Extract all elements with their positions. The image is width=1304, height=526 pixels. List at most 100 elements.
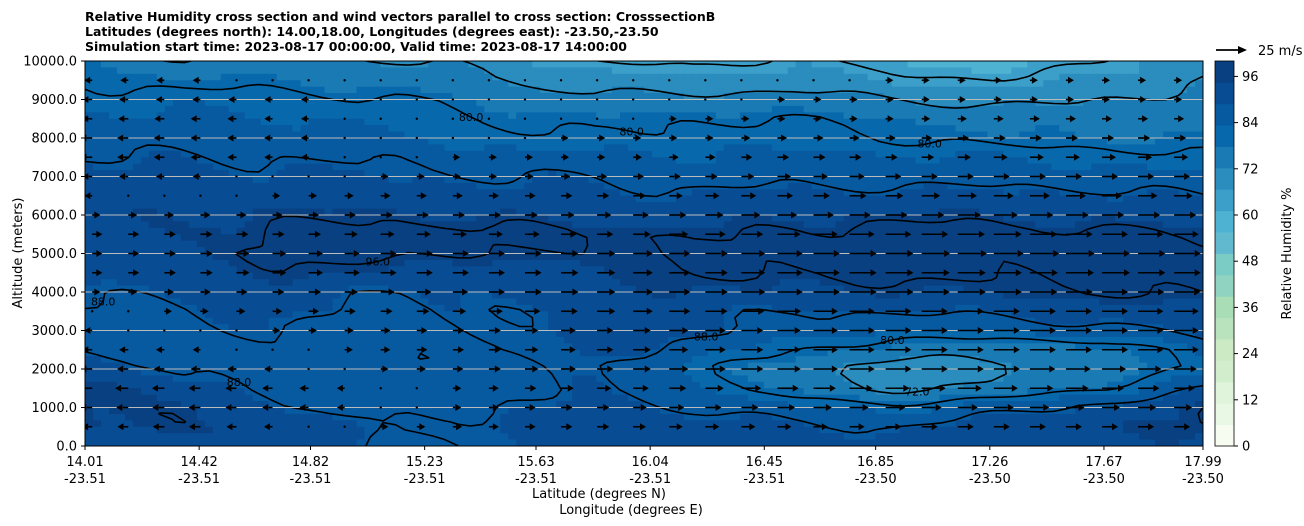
rh-cell [292, 61, 302, 69]
rh-cell [1027, 170, 1036, 178]
rh-cell [1075, 112, 1084, 120]
rh-cell [707, 202, 717, 210]
rh-cell [236, 125, 246, 133]
rh-cell [188, 67, 198, 75]
rh-cell [827, 150, 837, 158]
rh-cell [995, 279, 1004, 287]
rh-cell [659, 93, 669, 101]
rh-cell [364, 73, 374, 81]
rh-cell [556, 189, 565, 197]
rh-cell [1051, 105, 1060, 113]
rh-cell [85, 279, 94, 287]
rh-cell [124, 202, 134, 210]
rh-cell [1171, 247, 1180, 255]
rh-cell [236, 195, 246, 203]
rh-cell [588, 112, 597, 120]
rh-cell [979, 67, 988, 75]
rh-cell [620, 144, 629, 152]
rh-cell [947, 125, 957, 133]
rh-cell [460, 215, 469, 223]
rh-cell [1155, 195, 1164, 203]
rh-cell [699, 227, 709, 235]
rh-cell [180, 80, 190, 88]
rh-cell [1027, 253, 1036, 261]
rh-cell [620, 176, 629, 184]
rh-cell [1043, 279, 1052, 287]
rh-cell [372, 99, 382, 107]
rh-cell [979, 221, 988, 229]
rh-cell [971, 138, 980, 146]
rh-cell [316, 99, 326, 107]
rh-cell [404, 266, 414, 274]
rh-cell [1043, 163, 1052, 171]
rh-cell [1195, 125, 1203, 133]
rh-cell [1099, 247, 1108, 255]
rh-cell [236, 259, 246, 267]
rh-cell [771, 240, 781, 248]
rh-cell [85, 118, 94, 126]
rh-cell [428, 195, 437, 203]
rh-cell [1091, 118, 1100, 126]
rh-cell [412, 279, 421, 287]
rh-cell [691, 240, 701, 248]
rh-cell [476, 61, 485, 69]
rh-cell [1083, 112, 1092, 120]
rh-cell [979, 227, 988, 235]
rh-cell [532, 163, 541, 171]
rh-cell [1155, 189, 1164, 197]
rh-cell [907, 170, 917, 178]
rh-cell [212, 99, 222, 107]
rh-cell [620, 202, 629, 210]
rh-cell [180, 176, 190, 184]
rh-cell [659, 144, 669, 152]
rh-cell [1155, 240, 1164, 248]
rh-cell [172, 247, 182, 255]
rh-cell [947, 157, 957, 165]
rh-cell [1059, 105, 1068, 113]
rh-cell [1099, 259, 1108, 267]
rh-cell [1115, 105, 1124, 113]
rh-cell [388, 195, 398, 203]
rh-cell [188, 138, 198, 146]
rh-cell [891, 176, 901, 184]
rh-cell [556, 157, 565, 165]
rh-cell [1083, 93, 1092, 101]
rh-cell [691, 131, 701, 139]
rh-cell [931, 253, 941, 261]
rh-cell [308, 176, 318, 184]
rh-cell [1195, 279, 1203, 287]
rh-cell [1091, 138, 1100, 146]
rh-cell [276, 227, 286, 235]
rh-cell [1051, 61, 1060, 69]
rh-cell [204, 105, 214, 113]
rh-cell [484, 272, 493, 280]
rh-cell [268, 208, 278, 216]
rh-cell [156, 189, 166, 197]
rh-cell [188, 131, 198, 139]
rh-cell [667, 240, 677, 248]
rh-cell [436, 170, 445, 178]
rh-cell [452, 131, 461, 139]
rh-cell [188, 221, 198, 229]
rh-cell [548, 86, 557, 94]
rh-cell [340, 279, 350, 287]
rh-cell [476, 125, 485, 133]
rh-cell [276, 61, 286, 69]
rh-cell [396, 182, 406, 190]
rh-cell [731, 240, 741, 248]
rh-cell [508, 144, 517, 152]
rh-cell [428, 176, 437, 184]
rh-cell [308, 195, 318, 203]
rh-cell [1035, 138, 1044, 146]
rh-cell [284, 240, 294, 248]
rh-cell [1067, 150, 1076, 158]
rh-cell [667, 221, 677, 229]
rh-cell [108, 86, 118, 94]
rh-cell [308, 189, 318, 197]
rh-cell [731, 138, 741, 146]
rh-cell [580, 176, 589, 184]
rh-cell [348, 195, 358, 203]
rh-cell [508, 150, 517, 158]
rh-cell [516, 86, 525, 94]
rh-cell [923, 182, 933, 190]
